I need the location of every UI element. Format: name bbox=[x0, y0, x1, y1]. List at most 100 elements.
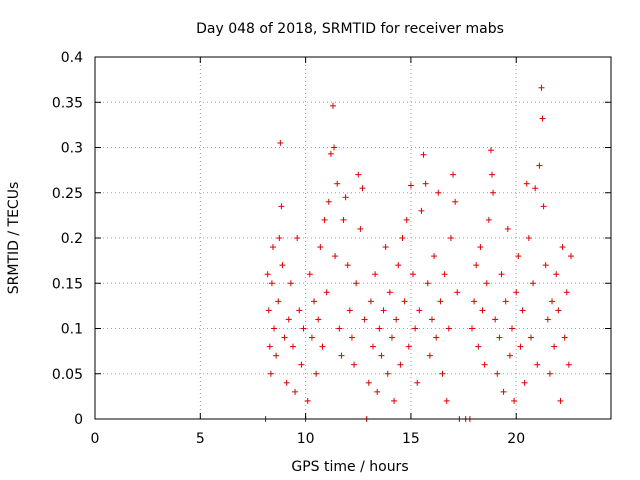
data-point bbox=[485, 216, 492, 223]
data-point bbox=[435, 189, 442, 196]
data-point bbox=[534, 361, 541, 368]
data-point bbox=[287, 280, 294, 287]
y-tick-label: 0.25 bbox=[52, 186, 83, 202]
data-point bbox=[496, 334, 503, 341]
data-point bbox=[418, 207, 425, 214]
data-point bbox=[407, 182, 414, 189]
data-point bbox=[445, 325, 452, 332]
data-point bbox=[372, 271, 379, 278]
y-tick-label: 0.15 bbox=[52, 276, 83, 292]
data-point bbox=[521, 379, 528, 386]
data-point bbox=[511, 397, 518, 404]
data-point bbox=[422, 180, 429, 187]
data-point bbox=[355, 171, 362, 178]
data-point bbox=[475, 343, 482, 350]
data-point bbox=[490, 189, 497, 196]
data-point bbox=[539, 115, 546, 122]
y-tick-label: 0.2 bbox=[61, 231, 83, 247]
data-point bbox=[359, 185, 366, 192]
data-point bbox=[384, 370, 391, 377]
data-point bbox=[551, 343, 558, 350]
data-point bbox=[542, 262, 549, 269]
data-point bbox=[412, 325, 419, 332]
data-point bbox=[410, 271, 417, 278]
data-point bbox=[267, 370, 274, 377]
y-tick-label: 0.05 bbox=[52, 367, 83, 383]
data-point bbox=[275, 298, 282, 305]
data-points bbox=[262, 84, 574, 422]
data-point bbox=[365, 379, 372, 386]
data-point bbox=[506, 352, 513, 359]
data-point bbox=[494, 370, 501, 377]
data-point bbox=[378, 352, 385, 359]
data-point bbox=[477, 244, 484, 251]
data-point bbox=[357, 225, 364, 232]
data-point bbox=[452, 198, 459, 205]
axis-ticks: 0 0.05 0.1 0.15 0.2 0.25 0.3 0.35 0.4 0 5 10 15 20 bbox=[52, 50, 611, 447]
data-point bbox=[527, 334, 534, 341]
data-point bbox=[563, 289, 570, 296]
data-point bbox=[276, 235, 283, 241]
data-point bbox=[559, 244, 566, 251]
data-point bbox=[540, 203, 547, 210]
data-point bbox=[340, 216, 347, 223]
data-point bbox=[344, 262, 351, 269]
x-tick-label: 15 bbox=[402, 431, 420, 447]
data-point bbox=[332, 253, 339, 260]
chart-title: Day 048 of 2018, SRMTID for receiver mab… bbox=[196, 21, 504, 37]
data-point bbox=[492, 316, 499, 323]
data-point bbox=[523, 180, 530, 187]
data-point bbox=[315, 316, 322, 323]
data-point bbox=[281, 334, 288, 341]
data-point bbox=[382, 244, 389, 251]
data-point bbox=[264, 271, 271, 278]
data-point bbox=[513, 289, 520, 296]
data-point bbox=[487, 147, 494, 154]
data-point bbox=[483, 280, 490, 287]
data-point bbox=[273, 352, 280, 359]
y-axis-title: SRMTID / TECUs bbox=[6, 182, 22, 295]
y-tick-label: 0.1 bbox=[61, 322, 83, 338]
data-point bbox=[471, 298, 478, 305]
data-point bbox=[431, 253, 438, 260]
data-point bbox=[269, 244, 276, 251]
data-point bbox=[327, 150, 334, 157]
y-tick-label: 0.4 bbox=[61, 50, 83, 66]
data-point bbox=[278, 203, 285, 210]
data-point bbox=[300, 325, 307, 332]
data-point bbox=[325, 198, 332, 205]
data-point bbox=[441, 271, 448, 278]
data-point bbox=[481, 361, 488, 368]
data-point bbox=[519, 307, 526, 314]
data-point bbox=[334, 180, 341, 187]
data-point bbox=[370, 343, 377, 350]
data-point bbox=[348, 334, 355, 341]
data-point bbox=[279, 262, 286, 269]
data-point bbox=[271, 325, 278, 332]
data-point bbox=[342, 194, 349, 201]
data-point bbox=[283, 379, 290, 386]
data-point bbox=[277, 139, 284, 146]
data-point bbox=[289, 343, 296, 350]
data-point bbox=[454, 289, 461, 296]
data-point bbox=[439, 370, 446, 377]
data-point bbox=[380, 307, 387, 314]
data-point bbox=[416, 307, 423, 314]
data-point bbox=[353, 280, 360, 287]
x-tick-label: 10 bbox=[297, 431, 315, 447]
data-point bbox=[308, 334, 315, 341]
data-point bbox=[268, 280, 275, 287]
data-point bbox=[386, 289, 393, 296]
data-point bbox=[557, 397, 564, 404]
data-point bbox=[546, 370, 553, 377]
x-tick-label: 5 bbox=[196, 431, 205, 447]
grid-lines bbox=[95, 57, 611, 419]
data-point bbox=[414, 379, 421, 386]
data-point bbox=[361, 316, 368, 323]
data-point bbox=[437, 298, 444, 305]
x-axis-title: GPS time / hours bbox=[291, 459, 408, 475]
data-point bbox=[517, 343, 524, 350]
data-point bbox=[544, 316, 551, 323]
data-point bbox=[567, 253, 574, 260]
x-tick-label: 0 bbox=[91, 431, 100, 447]
